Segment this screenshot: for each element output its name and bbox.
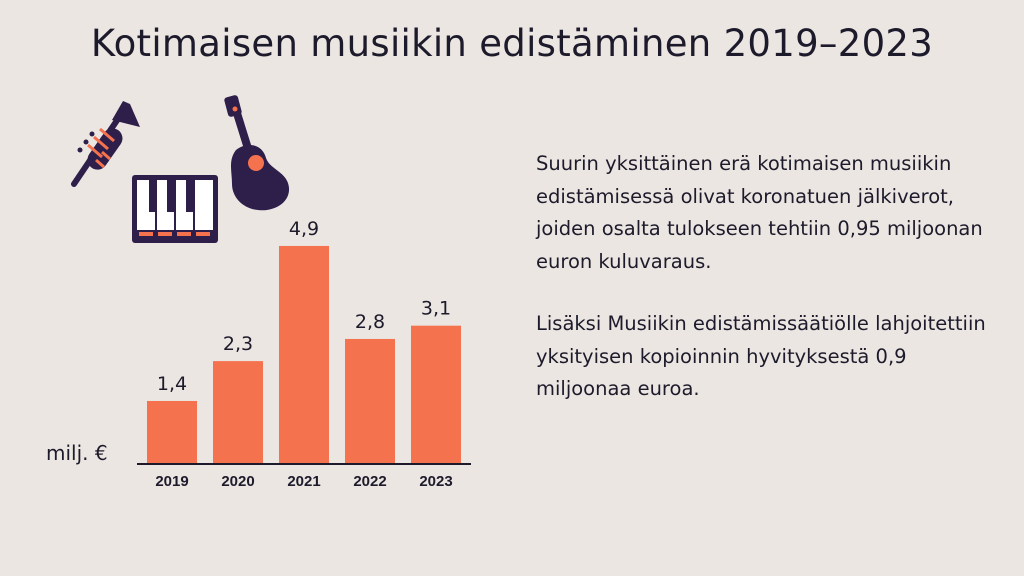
bar-2022 — [345, 338, 395, 463]
bar-2021 — [279, 245, 329, 463]
data-label-2020: 2,3 — [223, 333, 253, 355]
x-tick-label-2023: 2023 — [419, 473, 452, 490]
page-title: Kotimaisen musiikin edistäminen 2019–202… — [90, 22, 934, 65]
guitar-icon — [224, 95, 290, 211]
data-label-2023: 3,1 — [421, 298, 451, 320]
piano-keyboard-icon — [132, 175, 218, 243]
bar-2020 — [213, 361, 263, 463]
x-tick-label-2020: 2020 — [221, 473, 254, 490]
x-tick-label-2022: 2022 — [353, 473, 386, 490]
bar-2023 — [411, 325, 461, 463]
paragraph-1: Suurin yksittäinen erä kotimaisen musiik… — [536, 152, 983, 273]
y-axis-unit-label: milj. € — [46, 441, 108, 465]
data-label-2019: 1,4 — [157, 373, 187, 395]
bar-2019 — [147, 400, 197, 463]
text-panel: Suurin yksittäinen erä kotimaisen musiik… — [536, 148, 1006, 436]
paragraph-2: Lisäksi Musiikin edistämissäätiölle lahj… — [536, 312, 986, 400]
trumpet-icon — [71, 101, 140, 187]
data-label-2022: 2,8 — [355, 311, 385, 333]
data-label-2021: 4,9 — [289, 218, 319, 240]
x-tick-label-2019: 2019 — [155, 473, 188, 490]
x-tick-label-2021: 2021 — [287, 473, 320, 490]
